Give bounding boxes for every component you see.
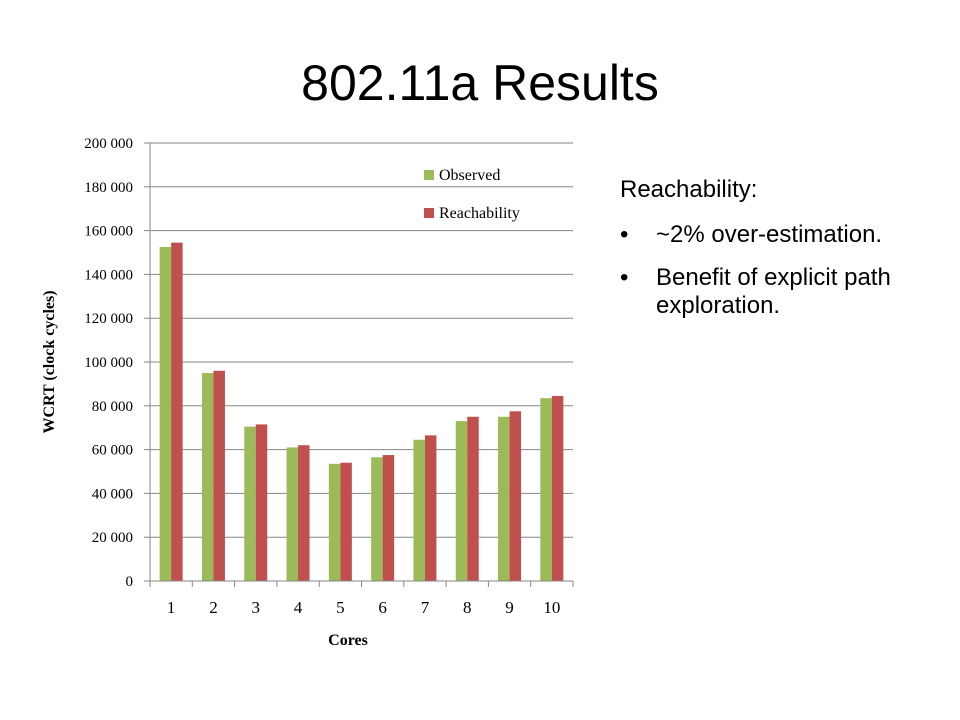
x-tick-label: 3 bbox=[252, 598, 261, 617]
bar-observed-10 bbox=[540, 398, 552, 581]
x-axis-label: Cores bbox=[328, 632, 368, 649]
y-tick-label: 100 000 bbox=[84, 355, 133, 371]
bar-observed-1 bbox=[159, 247, 172, 581]
notes-bullet-text: ~2% over-estimation. bbox=[656, 220, 883, 248]
bar-reachability-4 bbox=[298, 445, 310, 581]
bar-observed-6 bbox=[371, 457, 383, 581]
bar-reachability-6 bbox=[382, 455, 395, 581]
bar-observed-4 bbox=[286, 447, 299, 581]
bar-observed-3 bbox=[244, 426, 256, 581]
notes-bullet-item: • Benefit of explicit path exploration. bbox=[620, 264, 940, 322]
x-tick-label: 2 bbox=[209, 598, 218, 617]
bullet-icon: • bbox=[620, 220, 629, 248]
y-axis-ticks: 0 20 000 40 000 60 000 80 000 100 000 120 000 1… bbox=[84, 136, 150, 590]
notes-bullet-list: • ~2% over-estimation. • Benefit of expl… bbox=[620, 221, 940, 321]
y-tick-label: 80 000 bbox=[92, 399, 133, 415]
x-tick-label: 6 bbox=[378, 598, 387, 617]
bar-reachability-1 bbox=[171, 242, 183, 581]
x-tick-label: 1 bbox=[167, 598, 176, 617]
bullet-icon: • bbox=[620, 263, 629, 291]
legend-label-reachability: Reachability bbox=[439, 205, 520, 222]
y-tick-label: 60 000 bbox=[92, 443, 133, 459]
bar-reachability-9 bbox=[509, 411, 522, 581]
bar-reachability-10 bbox=[551, 395, 564, 581]
x-tick-label: 10 bbox=[543, 598, 560, 617]
bar-observed-2 bbox=[201, 372, 214, 581]
notes-bullet-item: • ~2% over-estimation. bbox=[620, 221, 940, 250]
chart-bars bbox=[159, 242, 564, 581]
chart-legend: Observed Reachability bbox=[424, 167, 520, 222]
slide-title: 802.11a Results bbox=[301, 55, 659, 111]
x-tick-label: 8 bbox=[463, 598, 472, 617]
y-axis-label: WCRT (clock cycles) bbox=[41, 290, 58, 433]
y-tick-label: 40 000 bbox=[92, 486, 133, 502]
x-tick-label: 7 bbox=[421, 598, 430, 617]
y-tick-label: 200 000 bbox=[84, 136, 133, 152]
legend-swatch-observed bbox=[424, 170, 434, 180]
bar-observed-8 bbox=[455, 421, 468, 581]
bar-observed-5 bbox=[328, 463, 341, 581]
y-tick-label: 180 000 bbox=[84, 180, 133, 196]
y-tick-label: 140 000 bbox=[84, 267, 133, 283]
x-tick-label: 4 bbox=[294, 598, 303, 617]
notes-bullet-text: Benefit of explicit path exploration. bbox=[656, 263, 891, 320]
notes-panel: Reachability: • ~2% over-estimation. • B… bbox=[620, 176, 940, 335]
y-tick-label: 20 000 bbox=[92, 530, 133, 546]
bar-observed-7 bbox=[413, 439, 425, 581]
notes-heading: Reachability: bbox=[620, 176, 758, 203]
y-tick-label: 160 000 bbox=[84, 224, 133, 240]
bar-observed-9 bbox=[498, 416, 510, 581]
y-tick-label: 120 000 bbox=[84, 311, 133, 327]
bar-reachability-8 bbox=[467, 416, 479, 581]
legend-swatch-reachability bbox=[424, 208, 434, 218]
x-tick-label: 5 bbox=[336, 598, 345, 617]
x-axis-ticks: 1 2 3 4 5 6 7 8 9 10 bbox=[149, 581, 574, 617]
bar-reachability-2 bbox=[213, 370, 225, 581]
y-tick-label: 0 bbox=[126, 574, 134, 590]
bar-reachability-5 bbox=[340, 462, 352, 581]
x-tick-label: 9 bbox=[505, 598, 514, 617]
bar-reachability-7 bbox=[424, 435, 437, 581]
legend-label-observed: Observed bbox=[439, 167, 500, 184]
bar-reachability-3 bbox=[255, 424, 268, 581]
